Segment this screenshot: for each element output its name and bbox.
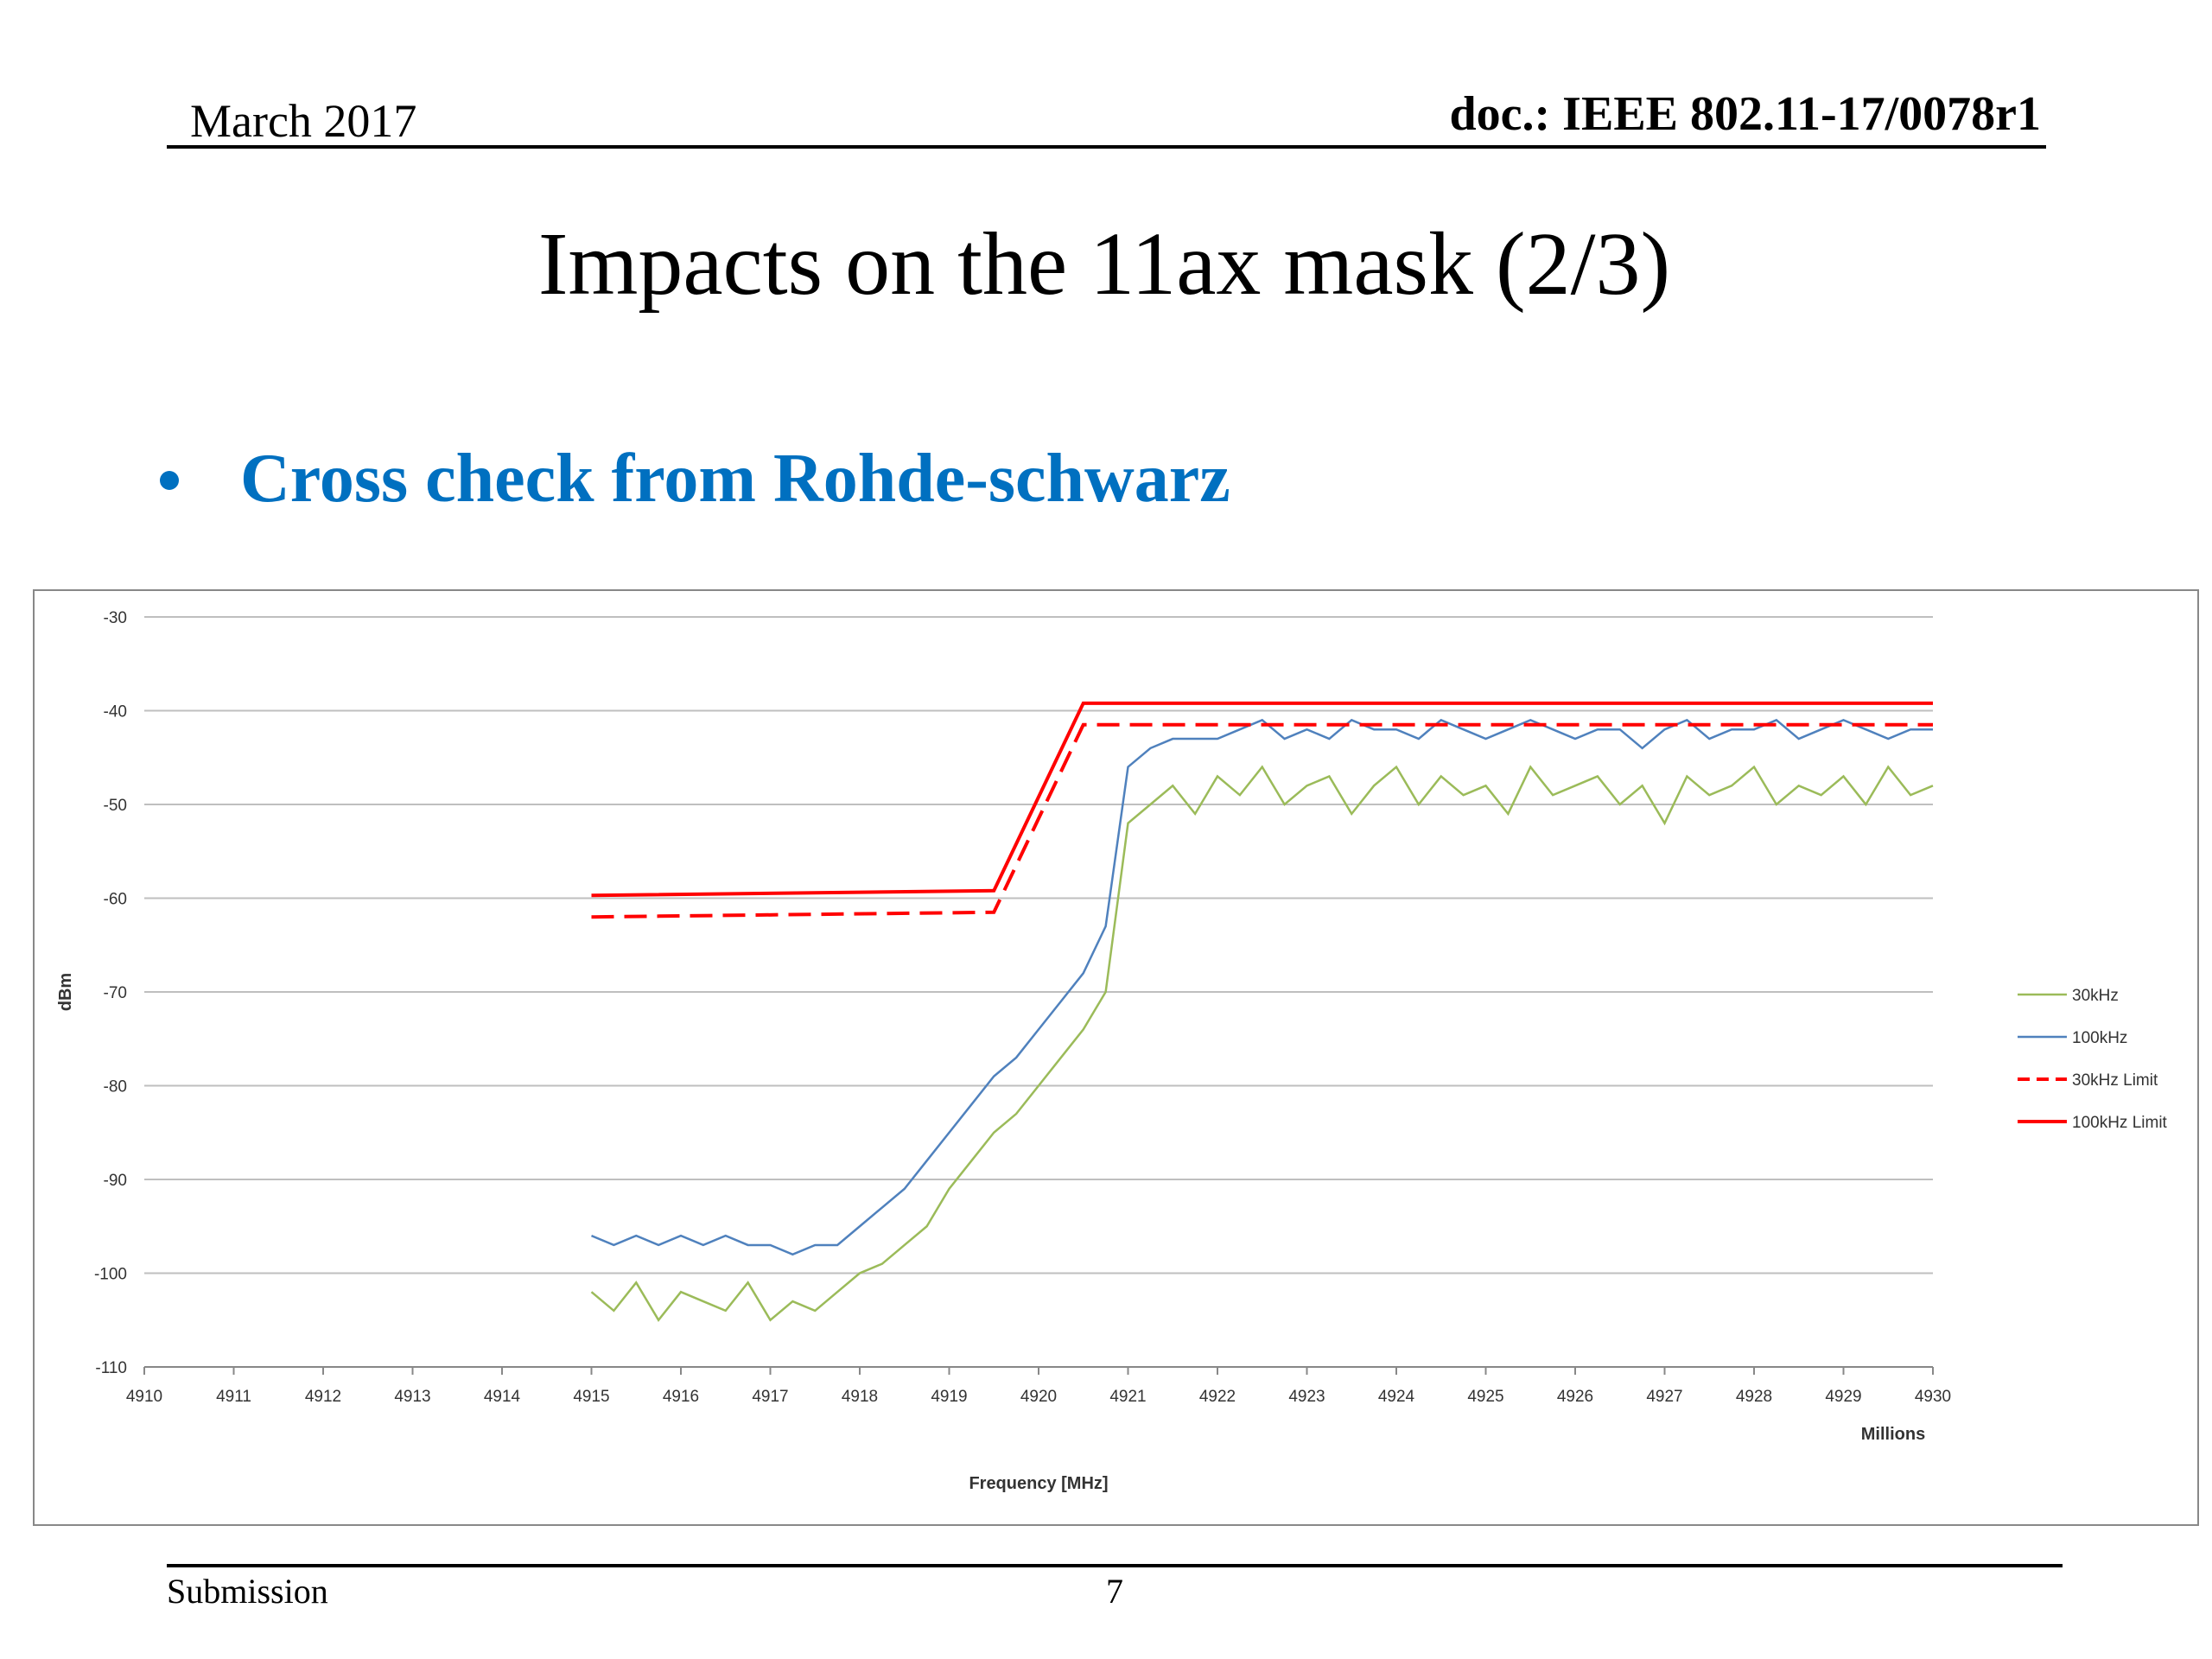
- bullet-dot: [160, 471, 179, 490]
- series-line: [591, 701, 1933, 898]
- x-tick-label: 4915: [573, 1388, 609, 1406]
- y-tick-label: -90: [104, 1172, 127, 1190]
- y-tick-label: -40: [104, 703, 127, 721]
- x-tick-label: 4918: [842, 1388, 878, 1406]
- y-tick-label: -60: [104, 891, 127, 909]
- x-tick-label: 4928: [1736, 1388, 1772, 1406]
- x-tick-label: 4910: [126, 1388, 162, 1406]
- series-line: [590, 765, 1934, 1322]
- bullet-text: Cross check from Rohde-schwarz: [240, 441, 1230, 517]
- x-tick-label: 4920: [1020, 1388, 1057, 1406]
- x-tick-label: 4913: [394, 1388, 430, 1406]
- x-tick-label: 4921: [1109, 1388, 1146, 1406]
- page-number: 7: [1106, 1572, 1123, 1611]
- y-tick-label: -70: [104, 984, 127, 1002]
- x-axis-title: Frequency [MHz]: [969, 1474, 1108, 1493]
- y-tick-label: -30: [104, 609, 127, 627]
- legend-label: 30kHz: [2072, 987, 2119, 1005]
- x-tick-label: 4917: [752, 1388, 788, 1406]
- legend-label: 100kHz: [2072, 1029, 2127, 1047]
- x-tick-label: 4923: [1288, 1388, 1325, 1406]
- y-tick-label: -50: [104, 797, 127, 815]
- x-tick-label: 4912: [305, 1388, 341, 1406]
- x-tick-label: 4925: [1467, 1388, 1503, 1406]
- header-doc: doc.: IEEE 802.11-17/0078r1: [1450, 87, 2041, 141]
- x-tick-label: 4926: [1557, 1388, 1593, 1406]
- legend-label: 30kHz Limit: [2072, 1071, 2158, 1090]
- x-unit-label: Millions: [1861, 1425, 1925, 1444]
- header-date: March 2017: [190, 95, 416, 147]
- series-line: [591, 718, 1933, 1256]
- x-tick-label: 4922: [1199, 1388, 1236, 1406]
- legend-label: 100kHz Limit: [2072, 1114, 2168, 1132]
- x-tick-label: 4929: [1825, 1388, 1861, 1406]
- y-tick-label: -100: [94, 1266, 127, 1284]
- series-line: [591, 722, 1933, 919]
- y-tick-label: -80: [104, 1078, 127, 1096]
- x-tick-label: 4927: [1646, 1388, 1682, 1406]
- x-tick-label: 4916: [663, 1388, 699, 1406]
- slide-title: Impacts on the 11ax mask (2/3): [538, 214, 1670, 314]
- y-axis-title: dBm: [56, 973, 75, 1011]
- x-tick-label: 4914: [484, 1388, 521, 1406]
- x-tick-label: 4919: [931, 1388, 967, 1406]
- x-tick-label: 4930: [1915, 1388, 1951, 1406]
- x-tick-label: 4911: [216, 1388, 251, 1406]
- y-tick-label: -110: [95, 1359, 127, 1377]
- x-tick-label: 4924: [1378, 1388, 1415, 1406]
- footer-left: Submission: [167, 1572, 328, 1611]
- chart-frame: [33, 589, 2199, 1526]
- chart: -110 -100 -90 -80 -70 -60 -50 -40 -30 4910 4911 491…: [56, 609, 2168, 1493]
